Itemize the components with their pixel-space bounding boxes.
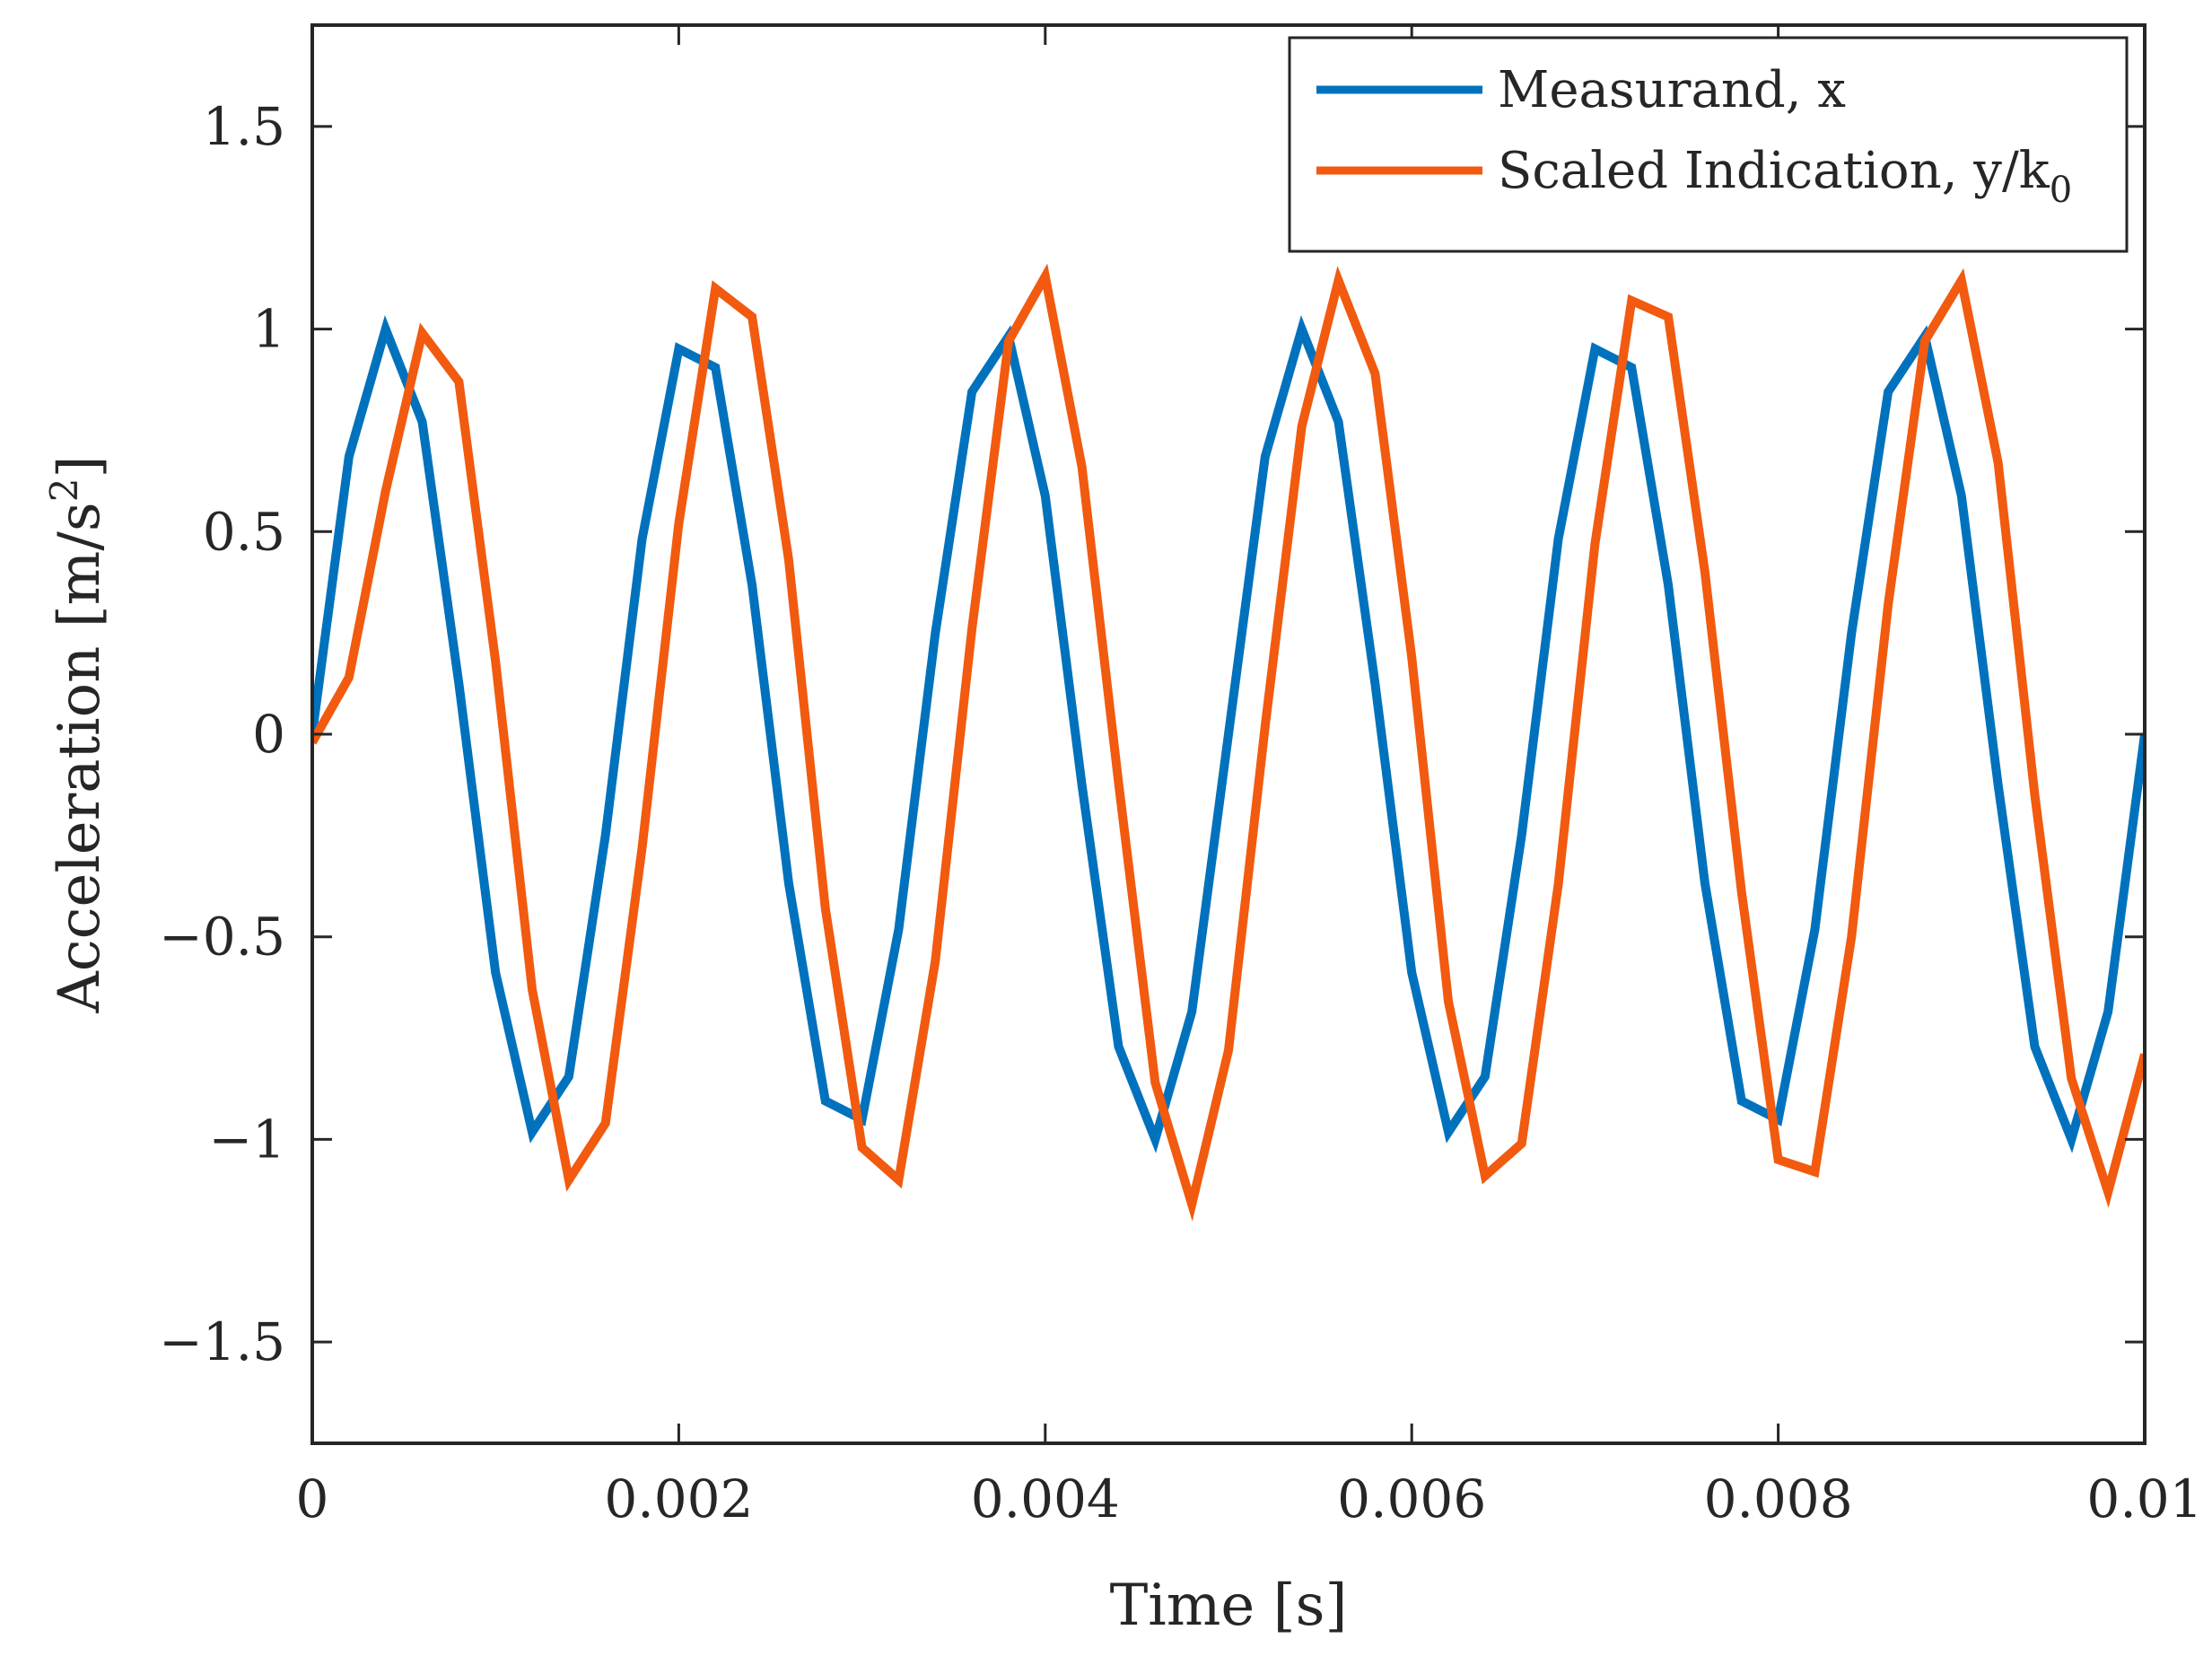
x-tick-label: 0.008 — [1704, 1468, 1853, 1529]
legend-label-scaled-indication: Scaled Indication, y/k0 — [1498, 142, 2072, 211]
y-axis-title: Acceleration [m/s2] — [42, 456, 113, 1014]
x-tick-label: 0.002 — [604, 1468, 753, 1529]
legend-label-measurand-main: Measurand, x — [1498, 61, 1846, 119]
series-layer — [312, 263, 2145, 1222]
y-tick-label: 1 — [252, 299, 285, 360]
legend-label-measurand: Measurand, x — [1498, 61, 1846, 119]
x-tick-label: 0.004 — [971, 1468, 1120, 1529]
x-tick-label: 0.01 — [2086, 1468, 2202, 1529]
legend: Measurand, x Scaled Indication, y/k0 — [1288, 36, 2129, 253]
y-tick-label: 1.5 — [203, 96, 285, 157]
series-line-measurand — [312, 315, 2145, 1153]
y-axis-title-end: ] — [47, 456, 113, 478]
y-tick-label: 0.5 — [203, 501, 285, 562]
legend-box — [1288, 36, 2129, 253]
x-tick-label: 0.006 — [1337, 1468, 1486, 1529]
y-tick-label: −1.5 — [159, 1311, 285, 1372]
y-axis-title-superscript: 2 — [42, 478, 86, 503]
x-axis-title: Time [s] — [1110, 1573, 1348, 1639]
y-tick-label: −1 — [209, 1109, 286, 1170]
y-tick-label: 0 — [252, 704, 285, 765]
y-axis-title-main: Acceleration [m/s — [47, 502, 113, 1013]
legend-label-scaled-indication-main: Scaled Indication, y/k — [1498, 142, 2050, 200]
legend-label-scaled-indication-subscript: 0 — [2050, 170, 2072, 211]
axes-layer: 0 0.002 0.004 0.006 0.008 0.01 −1.5 −1 −0.5 0 0.5 1… — [159, 23, 2203, 1529]
x-tick-label: 0 — [296, 1468, 329, 1529]
y-tick-label: −0.5 — [159, 907, 285, 968]
series-line-scaled-indication — [312, 263, 2145, 1222]
